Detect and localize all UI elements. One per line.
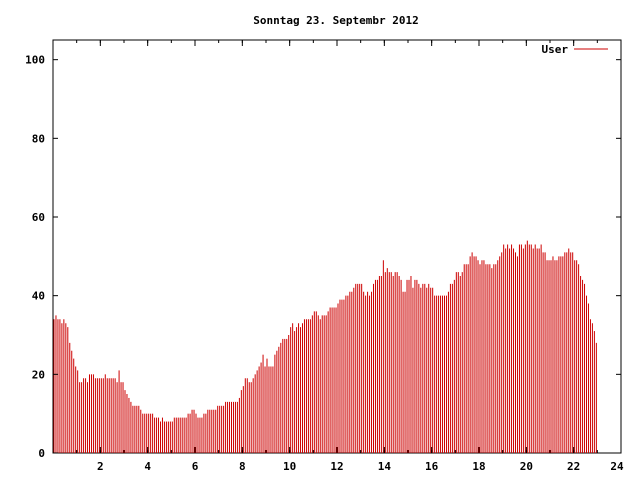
bars-layer: [53, 240, 597, 453]
x-tick-label: 12: [330, 460, 343, 473]
x-tick-label: 10: [283, 460, 296, 473]
y-tick-label: 60: [32, 211, 45, 224]
y-axis: 0 20 40 60 80 100: [25, 54, 621, 460]
x-tick-label: 2: [97, 460, 104, 473]
y-tick-label: 20: [32, 368, 45, 381]
x-tick-label: 14: [378, 460, 392, 473]
y-tick-label: 0: [38, 447, 45, 460]
legend-label: User: [542, 43, 569, 56]
y-tick-label: 40: [32, 290, 45, 303]
plot-frame: [52, 39, 622, 454]
x-axis: 2 4 6 8 10 12 14 16 18 20 22 24: [76, 40, 624, 473]
x-tick-label: 4: [144, 460, 151, 473]
x-tick-label: 24: [610, 460, 624, 473]
x-tick-label: 20: [520, 460, 533, 473]
y-tick-label: 80: [32, 132, 45, 145]
y-tick-label: 100: [25, 54, 45, 67]
chart-title: Sonntag 23. Septembr 2012: [253, 14, 419, 27]
x-tick-label: 6: [192, 460, 199, 473]
x-tick-label: 22: [567, 460, 580, 473]
legend: User: [542, 43, 608, 56]
x-tick-label: 8: [239, 460, 246, 473]
x-tick-label: 18: [472, 460, 485, 473]
x-tick-label: 16: [425, 460, 439, 473]
